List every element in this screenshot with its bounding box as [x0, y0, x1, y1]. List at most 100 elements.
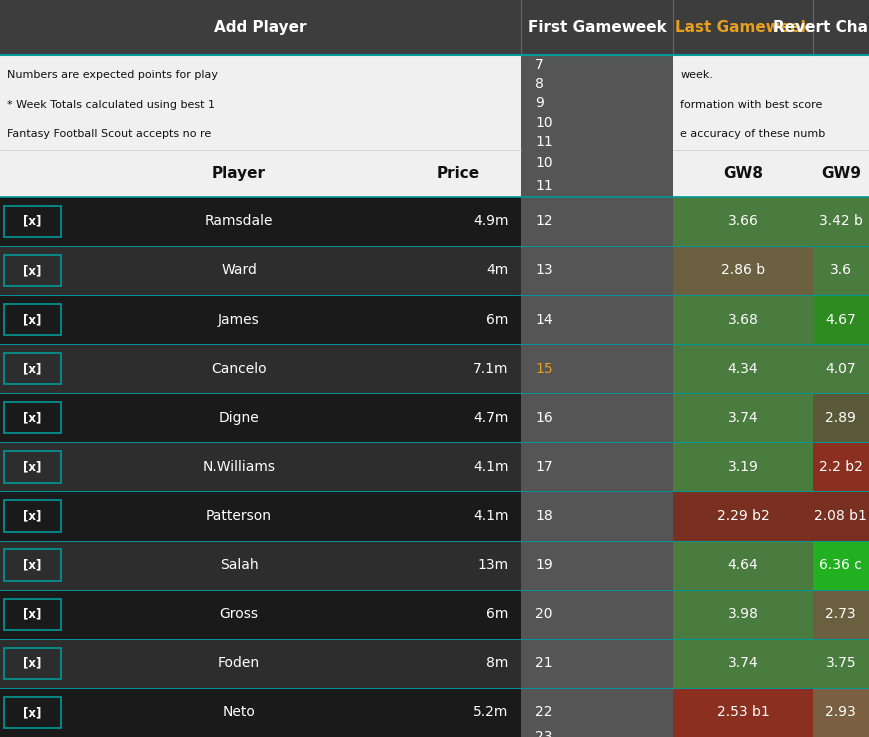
Text: 7.1m: 7.1m	[473, 362, 508, 376]
Bar	[673, 150, 869, 197]
Text: 3.42 b: 3.42 b	[819, 214, 863, 228]
FancyBboxPatch shape	[4, 549, 61, 581]
Bar	[673, 246, 813, 295]
Text: Ramsdale: Ramsdale	[205, 214, 273, 228]
Bar	[0, 688, 521, 737]
Text: 6.36 c: 6.36 c	[819, 558, 862, 572]
Text: Revert Changes: Revert Changes	[773, 20, 869, 35]
Bar	[521, 55, 673, 150]
Bar	[813, 688, 869, 737]
Text: 20: 20	[535, 607, 553, 621]
Bar	[521, 688, 673, 737]
Text: GW8: GW8	[723, 166, 763, 181]
Text: [x]: [x]	[23, 608, 42, 621]
Text: 13: 13	[535, 263, 553, 277]
Bar	[0, 0, 869, 55]
Text: N.Williams: N.Williams	[202, 460, 275, 474]
Bar	[521, 639, 673, 688]
Text: [x]: [x]	[23, 214, 42, 228]
Bar	[813, 246, 869, 295]
Bar	[673, 688, 813, 737]
Bar	[673, 639, 813, 688]
Bar	[0, 55, 521, 150]
Text: 11: 11	[535, 135, 553, 149]
Bar	[0, 246, 521, 295]
Text: Salah: Salah	[220, 558, 258, 572]
Text: 5.2m: 5.2m	[473, 705, 508, 719]
Bar	[521, 197, 673, 246]
FancyBboxPatch shape	[4, 598, 61, 630]
Text: Foden: Foden	[218, 657, 260, 671]
Text: Patterson: Patterson	[206, 509, 272, 523]
Text: Numbers are expected points for play: Numbers are expected points for play	[7, 70, 218, 80]
Bar	[813, 295, 869, 344]
Text: 2.89: 2.89	[826, 411, 856, 425]
Text: 12: 12	[535, 214, 553, 228]
Text: 4m: 4m	[486, 263, 508, 277]
Text: 8: 8	[535, 77, 544, 91]
Text: 2.86 b: 2.86 b	[721, 263, 765, 277]
Text: 3.75: 3.75	[826, 657, 856, 671]
Bar	[0, 492, 521, 540]
Text: [x]: [x]	[23, 411, 42, 425]
Text: e accuracy of these numb: e accuracy of these numb	[680, 129, 826, 139]
Bar	[0, 394, 521, 442]
Text: 10: 10	[535, 116, 553, 130]
Text: 4.64: 4.64	[727, 558, 759, 572]
Text: * Week Totals calculated using best 1: * Week Totals calculated using best 1	[7, 99, 215, 110]
Text: 3.19: 3.19	[727, 460, 759, 474]
Text: 13m: 13m	[477, 558, 508, 572]
Text: [x]: [x]	[23, 706, 42, 719]
Bar	[813, 639, 869, 688]
Bar	[673, 394, 813, 442]
Bar	[521, 540, 673, 590]
Bar	[0, 590, 521, 639]
Bar	[0, 197, 521, 246]
Bar	[813, 344, 869, 394]
Text: 10: 10	[535, 156, 553, 170]
Text: week.: week.	[680, 70, 713, 80]
Text: formation with best score: formation with best score	[680, 99, 823, 110]
Text: 2.2 b2: 2.2 b2	[819, 460, 863, 474]
Text: 2.53 b1: 2.53 b1	[717, 705, 769, 719]
Text: 3.74: 3.74	[727, 657, 759, 671]
Bar	[0, 639, 521, 688]
Bar	[673, 492, 813, 540]
FancyBboxPatch shape	[4, 648, 61, 679]
Text: [x]: [x]	[23, 461, 42, 473]
Text: 2.08 b1: 2.08 b1	[814, 509, 867, 523]
Text: 7: 7	[535, 58, 544, 72]
Text: 14: 14	[535, 312, 553, 326]
Text: Neto: Neto	[222, 705, 255, 719]
Bar	[813, 590, 869, 639]
Bar	[0, 150, 521, 197]
Bar	[0, 295, 521, 344]
Text: [x]: [x]	[23, 657, 42, 670]
Text: 16: 16	[535, 411, 553, 425]
FancyBboxPatch shape	[4, 304, 61, 335]
Text: 17: 17	[535, 460, 553, 474]
Text: James: James	[218, 312, 260, 326]
Bar	[673, 197, 813, 246]
Text: 4.9m: 4.9m	[473, 214, 508, 228]
Bar	[0, 540, 521, 590]
Bar	[673, 295, 813, 344]
FancyBboxPatch shape	[4, 696, 61, 728]
Bar	[673, 344, 813, 394]
Bar	[673, 590, 813, 639]
Text: 21: 21	[535, 657, 553, 671]
Text: 15: 15	[535, 362, 553, 376]
Text: 3.68: 3.68	[727, 312, 759, 326]
Text: Gross: Gross	[220, 607, 258, 621]
FancyBboxPatch shape	[4, 451, 61, 483]
Text: Player: Player	[212, 166, 266, 181]
Bar	[521, 492, 673, 540]
Bar	[521, 246, 673, 295]
Text: Last Gameweek: Last Gameweek	[675, 20, 811, 35]
Text: 8m: 8m	[486, 657, 508, 671]
FancyBboxPatch shape	[4, 500, 61, 531]
Text: 4.1m: 4.1m	[473, 460, 508, 474]
Text: 4.34: 4.34	[727, 362, 759, 376]
Bar	[813, 197, 869, 246]
Text: [x]: [x]	[23, 362, 42, 375]
